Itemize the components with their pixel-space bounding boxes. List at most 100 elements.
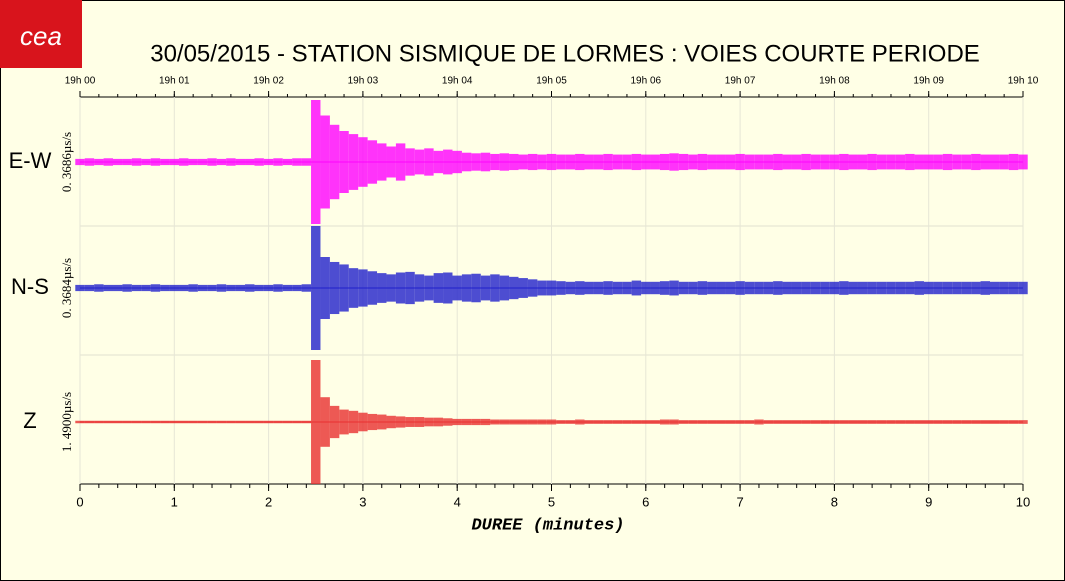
trace-envelope [782, 154, 792, 170]
trace-envelope [414, 417, 425, 427]
trace-envelope [254, 284, 264, 292]
trace-envelope [603, 281, 613, 295]
trace-envelope [301, 158, 312, 166]
trace-envelope [1018, 281, 1028, 295]
plot: 0 1 2 3 4 5 6 7 8 9 10 19h 00 19h 01 19h 02 19h 03 19h … [9, 76, 1039, 510]
trace-envelope [424, 148, 434, 176]
trace-envelope [480, 275, 491, 301]
trace-envelope [961, 154, 972, 170]
trace-envelope [546, 153, 557, 171]
x-tick-label: 0 [76, 494, 83, 509]
trace-envelope [367, 140, 378, 184]
trace-envelope [131, 158, 142, 166]
trace-envelope [235, 284, 246, 292]
trace-envelope [339, 264, 349, 312]
trace-envelope [339, 131, 349, 193]
trace-envelope [216, 158, 227, 166]
trace-envelope [980, 420, 990, 424]
trace-envelope [94, 158, 104, 166]
trace-envelope [179, 284, 189, 292]
trace-envelope [612, 281, 623, 295]
trace-envelope [1008, 420, 1019, 424]
trace-envelope [179, 158, 189, 166]
trace-envelope [527, 153, 538, 171]
trace-envelope [245, 158, 255, 166]
trace-envelope [254, 420, 264, 424]
trace-envelope [857, 420, 868, 424]
trace-envelope [876, 420, 887, 424]
trace-envelope [113, 284, 123, 292]
trace-envelope [575, 281, 585, 295]
trace-envelope [169, 284, 180, 292]
trace-envelope [197, 284, 208, 292]
trace-envelope [989, 154, 1000, 170]
trace-envelope [659, 153, 670, 171]
trace-envelope [801, 420, 811, 424]
trace-envelope [282, 420, 293, 424]
trace-envelope [556, 154, 566, 170]
trace-envelope [273, 158, 283, 166]
trace-envelope [744, 154, 755, 170]
trace-envelope [829, 154, 840, 170]
trace-envelope [405, 417, 415, 427]
trace-envelope [103, 158, 114, 166]
trace-envelope [461, 152, 472, 172]
trace-envelope [810, 281, 821, 295]
trace-envelope [961, 420, 972, 424]
x-tick-label: 7 [736, 494, 743, 509]
trace-label: Z [23, 408, 36, 433]
logo-box [0, 0, 82, 68]
trace-envelope [395, 143, 406, 181]
x2-tick-label: 19h 09 [913, 76, 944, 87]
trace-envelope [565, 420, 576, 424]
trace-envelope [320, 257, 330, 319]
trace-envelope [537, 419, 547, 425]
trace-envelope [122, 420, 132, 424]
trace-envelope [641, 154, 651, 170]
trace-envelope [641, 420, 651, 424]
trace-envelope [641, 281, 651, 295]
trace-envelope [141, 420, 151, 424]
trace-envelope [801, 281, 811, 295]
trace-envelope [150, 158, 161, 166]
trace-envelope [697, 420, 708, 424]
trace-envelope [593, 281, 604, 295]
trace-envelope [433, 417, 444, 427]
trace-envelope [725, 281, 736, 295]
trace-envelope [273, 284, 283, 292]
trace-envelope [659, 281, 670, 295]
x-tick-label: 5 [548, 494, 555, 509]
trace-envelope [395, 416, 406, 428]
trace-envelope [593, 154, 604, 170]
trace-envelope [867, 281, 877, 295]
trace-envelope [942, 281, 953, 295]
trace-envelope [367, 271, 378, 305]
trace-envelope [122, 158, 132, 166]
trace-envelope [358, 412, 368, 432]
trace-envelope [989, 281, 1000, 295]
trace-envelope [905, 420, 915, 424]
chart-title: 30/05/2015 - STATION SISMIQUE DE LORMES … [150, 40, 980, 67]
trace-envelope [480, 152, 491, 172]
trace-envelope [791, 154, 802, 170]
trace-envelope [527, 279, 538, 297]
trace-envelope [490, 153, 500, 171]
trace-envelope [509, 419, 519, 425]
trace-envelope [933, 420, 943, 424]
x-tick-label: 3 [359, 494, 366, 509]
trace-envelope [358, 137, 368, 187]
trace-envelope [782, 420, 792, 424]
trace-envelope [443, 418, 453, 426]
trace-envelope [612, 154, 623, 170]
trace-envelope [226, 420, 236, 424]
trace-envelope [942, 420, 953, 424]
trace-envelope [75, 420, 85, 424]
trace-envelope [245, 420, 255, 424]
trace-envelope [923, 281, 934, 295]
trace-envelope [75, 284, 85, 292]
trace-envelope [245, 284, 255, 292]
x2-tick-label: 19h 02 [253, 76, 284, 87]
x-axis-title: DUREE (minutes) [471, 516, 624, 535]
trace-envelope [820, 420, 830, 424]
trace-envelope [688, 154, 698, 170]
